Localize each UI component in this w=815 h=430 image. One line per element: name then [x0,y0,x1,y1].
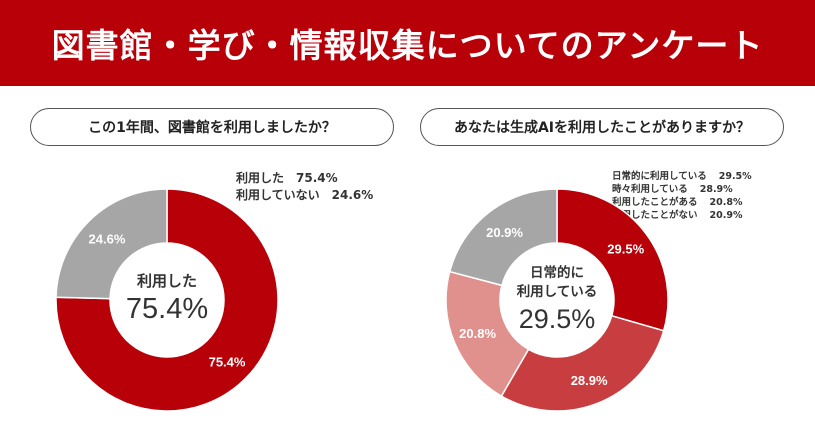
legend-value: 20.8% [709,197,743,208]
legend-generative-ai: 日常的に利用している 29.5% 時々利用している 28.9% 利用したことがある 2… [612,170,752,222]
legend-label: 利用した [236,171,285,185]
legend-label: 利用していない [236,188,320,202]
donut-center-label: 日常的に 利用している 29.5% [497,264,617,335]
legend-item: 日常的に利用している 29.5% [612,170,752,183]
page-title: 図書館・学び・情報収集についてのアンケート [51,26,764,65]
donut-slice-1 [55,188,279,412]
center-value: 75.4% [125,293,209,325]
legend-item: 利用した 75.4% [236,170,373,187]
legend-value: 28.9% [699,184,733,195]
center-category: 利用した [136,272,197,290]
legend-value: 75.4% [296,171,338,185]
legend-library: 利用した 75.4% 利用していない 24.6% [236,170,373,204]
center-value: 29.5% [518,304,596,334]
legend-item: 時々利用している 28.9% [612,183,752,196]
donut-slice-2 [500,314,665,412]
center-category: 利用している [516,284,598,300]
legend-label: 利用したことがある [612,197,698,208]
legend-label: 日常的に利用している [612,171,707,182]
donut-slice-label: 28.9% [571,373,608,388]
legend-item: 利用していない 24.6% [236,187,373,204]
legend-value: 24.6% [331,188,374,202]
donut-center-label: 利用した 75.4% [107,270,227,326]
donut-slice-4 [448,188,558,287]
legend-value: 20.9% [709,210,743,221]
legend-label: 利用したことがない [612,210,698,221]
center-category: 日常的に [530,265,584,281]
donut-slice-label: 29.5% [607,241,644,256]
legend-item: 利用したことがない 20.9% [612,209,752,222]
question-library: この1年間、図書館を利用しましたか？ [30,108,394,146]
question-generative-ai: あなたは生成AIを利用したことがありますか？ [420,108,784,146]
donut-slice-label: 20.9% [486,225,523,240]
donut-slice-2 [55,188,168,300]
donut-slice-label: 20.8% [459,326,496,341]
header-banner: 図書館・学び・情報収集についてのアンケート [0,0,815,86]
legend-value: 29.5% [718,171,752,182]
legend-label: 時々利用している [612,184,688,195]
donut-slice-label: 75.4% [209,355,246,370]
legend-item: 利用したことがある 20.8% [612,196,752,209]
donut-slice-label: 24.6% [89,231,126,246]
donut-slice-1 [556,188,669,332]
donut-slice-3 [445,270,530,398]
